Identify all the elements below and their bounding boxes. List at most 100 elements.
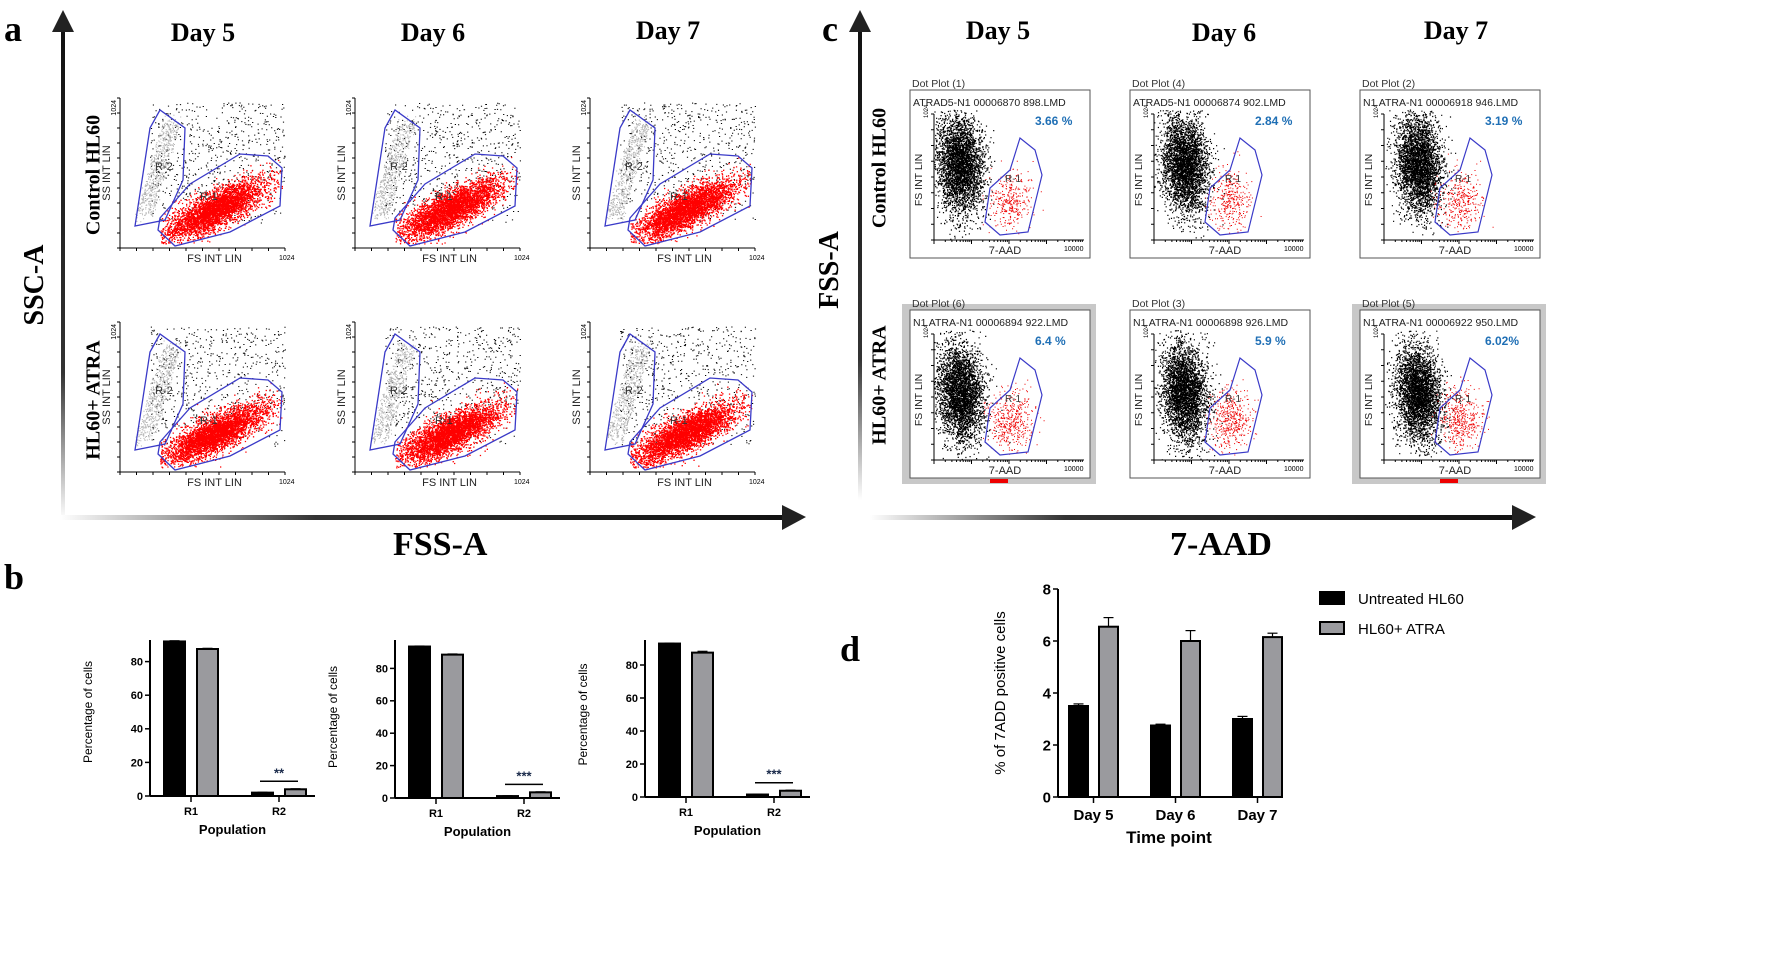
selection-marker [990,479,1008,483]
background-events [620,326,757,447]
legend-label: Untreated HL60 [1358,591,1464,608]
y-tick-label: 2 [1043,737,1051,754]
x-axis-label: FS INT LIN [422,477,477,489]
dot-plot-title: Dot Plot (1) [912,78,965,90]
panel-a-x-axis-label: FSS-A [393,526,488,563]
x-axis-label: Time point [1126,828,1212,847]
panel-a-scatter-plots: 1024 1024 FS INT LIN SS INT LIN R-2 R-1 1024 10… [101,97,765,489]
dot-plot: Dot Plot (6)N1 ATRA-N1 00006894 922.LMD1… [902,298,1096,484]
bar [284,788,307,797]
legend-swatch [1319,621,1345,635]
file-name: N1 ATRA-N1 00006894 922.LMD [913,317,1068,329]
y-axis-max-label: 1024 [111,100,118,116]
r1-gate-label: R-1 [670,191,688,203]
panel-a-day-title: Day 7 [635,16,701,45]
y-tick-label: 40 [376,728,388,740]
bar [441,653,464,799]
r1-gate-label: R-1 [1225,174,1242,185]
y-tick-label: 20 [131,757,143,769]
dot-plot-title: Dot Plot (2) [1362,78,1415,90]
bar [779,789,802,798]
x-axis-max-label: 10000 [1514,246,1534,253]
r2-gate-label: R-2 [625,161,643,173]
r1-gate [1204,136,1263,236]
x-axis-label: Population [444,824,511,839]
y-axis-label: SS INT LIN [336,145,348,200]
y-tick-label: 0 [382,793,388,805]
significance-label: *** [766,767,782,782]
r1-gate [392,153,518,247]
y-axis-label: SS INT LIN [571,369,583,424]
chart-b-day6: 020406080100R1***R2***PopulationPercenta… [326,640,560,839]
x-axis-label: 7-AAD [989,245,1021,257]
r2-events [135,340,181,447]
y-arrow-shaft [858,30,862,500]
r1-gate-label: R-1 [1225,394,1242,405]
r2-events [606,116,650,223]
selection-marker [1440,479,1458,483]
r2-gate [369,109,421,227]
plot-frame [1129,89,1311,259]
flow-scatter-plot: 1024 1024 FS INT LIN SS INT LIN R-2 R-1 [101,97,295,265]
bar [1262,636,1283,798]
chart-b-day7: 020406080100R1**R2***PopulationPercentag… [576,640,810,838]
r1-events [395,156,519,245]
bar [691,651,714,798]
positive-percent: 2.84 % [1255,114,1293,128]
dot-plot: Dot Plot (4) ATRAD5-N1 00006874 902.LMD10… [1129,78,1311,259]
positive-percent: 3.66 % [1035,114,1073,128]
x-axis-max-label: 1024 [514,255,530,262]
y-axis-max-label: 1024 [1144,104,1150,118]
x-tick-label: R2 [517,808,531,820]
r2-events [370,342,416,445]
y-axis-max-label: 1024 [1374,104,1380,118]
panel-letter-a: a [4,9,22,49]
x-axis-max-label: 10000 [1064,246,1084,253]
file-name: N1 ATRA-N1 00006922 950.LMD [1363,317,1518,329]
significance-label: *** [516,768,532,783]
y-axis-label: SS INT LIN [571,145,583,200]
y-axis-label: SS INT LIN [101,145,113,200]
dot-plot-title: Dot Plot (4) [1132,78,1185,90]
positive-percent: 3.19 % [1485,114,1523,128]
positive-events [983,379,1045,455]
x-axis-max-label: 10000 [1284,466,1304,473]
x-tick-label: Day 6 [1155,807,1195,824]
y-tick-label: 20 [376,760,388,772]
r1-gate-label: R-1 [1005,174,1022,185]
r2-gate-label: R-2 [390,385,408,397]
y-tick-label: 100 [370,640,388,643]
y-axis-max-label: 1024 [581,324,588,340]
r2-events [371,115,417,220]
positive-events [1431,376,1490,455]
x-axis-max-label: 1024 [749,479,765,486]
y-arrow-shaft [61,30,65,520]
negative-events [934,109,996,240]
y-axis-max-label: 1024 [1144,324,1150,338]
x-arrowhead [782,505,806,530]
r2-gate [604,333,656,451]
bar [196,648,219,797]
y-tick-label: 0 [137,791,143,803]
dot-plot-title: Dot Plot (5) [1362,298,1415,310]
r1-events [160,382,283,469]
x-arrow-shaft [870,515,1520,520]
x-axis-label: FS INT LIN [187,477,242,489]
y-tick-label: 40 [626,726,638,738]
x-axis-label: FS INT LIN [422,253,477,265]
negative-events [1385,330,1461,458]
y-axis-label: % of 7ADD positive cells [992,611,1009,774]
file-name: ATRAD5-N1 00006874 902.LMD [1133,97,1286,109]
panel-c-day-title: Day 5 [965,16,1031,45]
x-axis-max-label: 1024 [749,255,765,262]
y-axis-max-label: 1024 [346,324,353,340]
x-axis-max-label: 1024 [279,255,295,262]
x-axis-max-label: 10000 [1514,466,1534,473]
dot-plot: Dot Plot (5) N1 ATRA-N1 00006922 950.LMD 1… [1352,298,1546,484]
y-axis-label: SS INT LIN [336,369,348,424]
bar [408,645,431,800]
y-tick-label: 60 [626,693,638,705]
y-arrowhead [849,10,871,32]
panel-a-arrows [52,10,806,530]
r2-gate-label: R-2 [625,385,643,397]
